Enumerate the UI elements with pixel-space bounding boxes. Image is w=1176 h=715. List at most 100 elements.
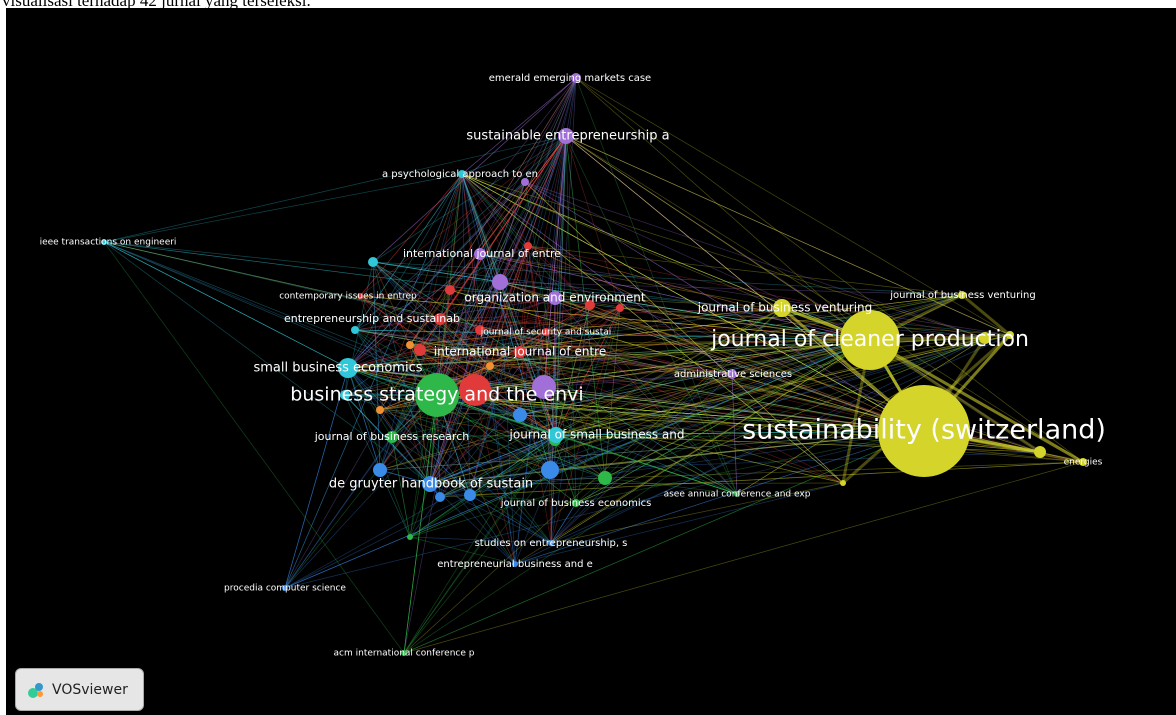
edge bbox=[545, 331, 606, 479]
edge bbox=[519, 245, 529, 416]
edge bbox=[545, 307, 621, 333]
edge bbox=[409, 344, 545, 388]
node bbox=[492, 274, 508, 290]
edge bbox=[409, 339, 871, 538]
edge bbox=[359, 295, 871, 341]
edge bbox=[555, 135, 567, 436]
edge bbox=[284, 339, 871, 589]
node bbox=[458, 170, 466, 178]
node-label: energies bbox=[1064, 458, 1103, 468]
edge bbox=[461, 173, 521, 416]
node bbox=[521, 178, 529, 186]
edge bbox=[474, 389, 606, 479]
edge bbox=[461, 173, 925, 432]
edge bbox=[575, 337, 986, 504]
edge bbox=[347, 304, 591, 369]
edge bbox=[429, 307, 621, 485]
edge bbox=[409, 434, 557, 538]
edge bbox=[436, 394, 577, 504]
edge bbox=[524, 181, 844, 484]
edge bbox=[409, 483, 431, 538]
edge bbox=[461, 173, 577, 504]
node-label: de gruyter handbook of sustain bbox=[329, 477, 533, 492]
edge bbox=[429, 461, 1084, 485]
edge bbox=[555, 307, 621, 436]
edge bbox=[347, 367, 381, 471]
edge bbox=[436, 339, 871, 396]
edge bbox=[439, 461, 1084, 498]
edge bbox=[436, 77, 577, 396]
edge bbox=[354, 173, 463, 331]
edge bbox=[436, 394, 925, 432]
node bbox=[548, 291, 562, 305]
edge bbox=[284, 339, 871, 589]
edge bbox=[527, 245, 545, 388]
edge bbox=[489, 365, 738, 495]
node-label: journal of business research bbox=[314, 430, 470, 443]
edge bbox=[554, 135, 567, 441]
edge bbox=[514, 135, 567, 565]
edge bbox=[347, 339, 871, 369]
node-label: procedia computer science bbox=[224, 584, 346, 594]
edge bbox=[436, 77, 577, 396]
edge bbox=[347, 181, 526, 369]
edge bbox=[429, 307, 783, 485]
edge bbox=[514, 337, 986, 565]
edge bbox=[565, 135, 925, 432]
edge bbox=[409, 344, 844, 484]
edge bbox=[347, 294, 963, 369]
edge bbox=[344, 394, 606, 479]
edge bbox=[461, 173, 925, 432]
edge bbox=[347, 181, 526, 369]
edge bbox=[461, 173, 577, 504]
edge bbox=[103, 241, 738, 495]
edge bbox=[284, 494, 471, 589]
edge bbox=[869, 338, 1084, 464]
edge bbox=[419, 135, 567, 351]
edge bbox=[347, 367, 606, 479]
edge bbox=[372, 261, 738, 495]
edge bbox=[372, 261, 551, 471]
edge bbox=[103, 241, 871, 341]
edge bbox=[604, 307, 783, 479]
edge bbox=[604, 339, 871, 479]
edge bbox=[436, 304, 591, 396]
edge bbox=[436, 394, 738, 495]
edge bbox=[379, 318, 441, 471]
edge bbox=[354, 329, 516, 565]
vosviewer-button[interactable]: VOSviewer bbox=[15, 668, 144, 711]
edge bbox=[359, 295, 491, 367]
edge bbox=[103, 241, 431, 485]
edge bbox=[372, 261, 381, 471]
edge bbox=[354, 329, 521, 353]
node bbox=[406, 341, 414, 349]
edge bbox=[469, 434, 557, 496]
edge bbox=[439, 318, 481, 331]
edge bbox=[555, 334, 1011, 436]
edge bbox=[543, 386, 925, 432]
node-label: administrative sciences bbox=[674, 369, 792, 380]
edge bbox=[565, 135, 1084, 463]
edge bbox=[489, 245, 529, 367]
edge bbox=[619, 307, 871, 341]
edge bbox=[545, 331, 551, 471]
edge bbox=[372, 261, 963, 296]
edge bbox=[359, 295, 871, 341]
edge bbox=[372, 261, 871, 341]
node bbox=[368, 257, 378, 267]
edge bbox=[436, 394, 925, 432]
edge bbox=[347, 351, 521, 369]
edge bbox=[461, 77, 577, 175]
edge bbox=[555, 334, 1011, 436]
node bbox=[734, 491, 740, 497]
edge bbox=[449, 289, 925, 432]
edge bbox=[499, 281, 871, 341]
edge bbox=[436, 181, 526, 396]
edge bbox=[545, 331, 871, 341]
edge bbox=[514, 307, 621, 565]
edge bbox=[347, 331, 547, 369]
edge bbox=[731, 373, 738, 495]
edge bbox=[479, 253, 871, 341]
edge bbox=[429, 430, 925, 485]
edge bbox=[554, 339, 871, 441]
